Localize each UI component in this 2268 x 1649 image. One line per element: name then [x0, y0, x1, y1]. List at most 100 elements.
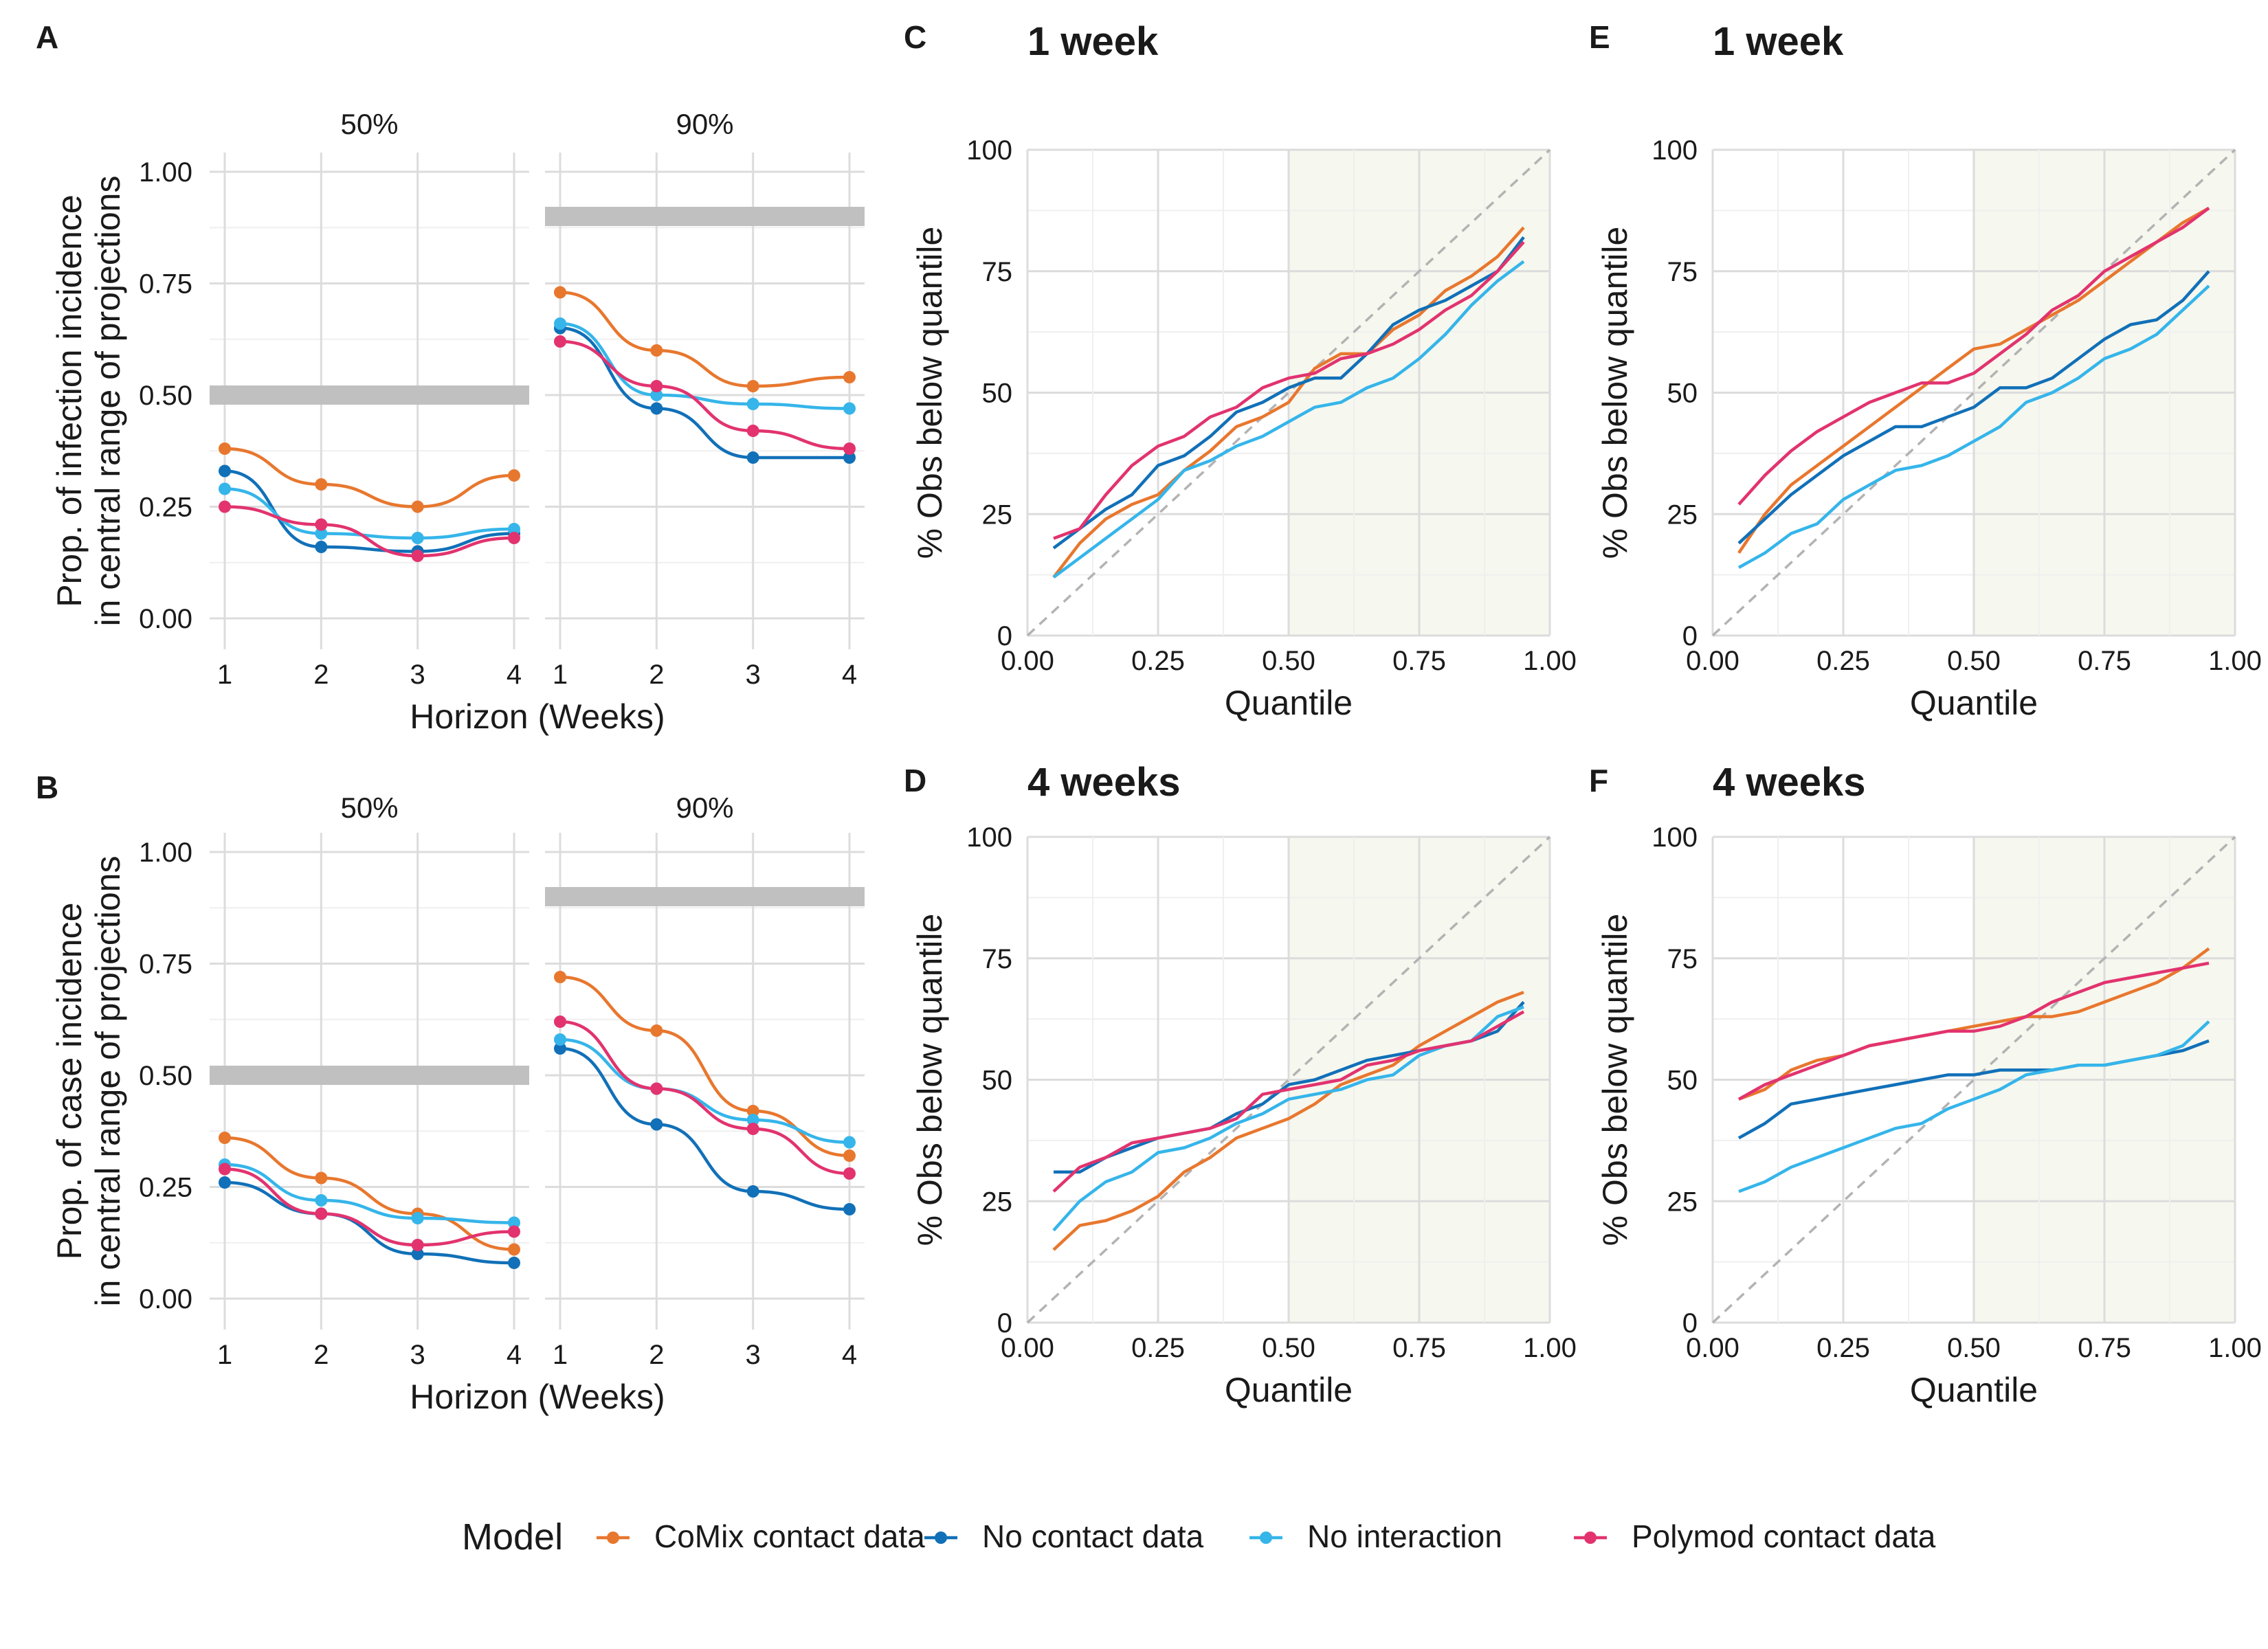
x-axis-title: Horizon (Weeks) — [410, 697, 665, 736]
target-line — [210, 385, 529, 405]
x-axis-title: Quantile — [1910, 1371, 2038, 1409]
x-tick-label: 0.25 — [1816, 646, 1870, 676]
y-tick-label: 100 — [966, 822, 1012, 853]
point-no-interaction — [650, 389, 663, 401]
point-comix-contact-data — [508, 1243, 520, 1256]
x-tick-label: 4 — [507, 660, 522, 690]
legend-key-point — [607, 1532, 619, 1544]
point-no-interaction — [746, 1114, 759, 1126]
point-polymod-contact-data — [650, 1082, 663, 1095]
y-axis-title: % Obs below quantile — [1596, 227, 1634, 559]
point-no-contact-data — [554, 1042, 566, 1055]
y-tick-label: 0.50 — [139, 1061, 192, 1091]
point-comix-contact-data — [508, 469, 520, 482]
x-tick-label: 1.00 — [1523, 646, 1577, 676]
series-line-polymod-contact-data — [224, 505, 515, 558]
legend-item-polymod-contact-data: Polymod contact data — [1574, 1518, 1936, 1554]
x-tick-label: 3 — [746, 1340, 761, 1370]
x-tick-label: 3 — [410, 1340, 425, 1370]
panel-label: F — [1589, 763, 1608, 798]
point-polymod-contact-data — [746, 425, 759, 437]
point-comix-contact-data — [650, 344, 663, 357]
target-line — [545, 887, 865, 906]
x-tick-label: 0.00 — [1686, 1333, 1739, 1363]
point-comix-contact-data — [219, 1132, 231, 1144]
x-tick-label: 1 — [553, 660, 568, 690]
x-axis-title: Horizon (Weeks) — [410, 1378, 665, 1416]
series-line-polymod-contact-data — [1737, 206, 2210, 506]
y-axis-title-line: Prop. of infection incidence — [50, 194, 89, 607]
point-comix-contact-data — [843, 1149, 856, 1162]
y-tick-label: 0.00 — [139, 1284, 192, 1314]
x-tick-label: 0.50 — [1947, 1333, 2001, 1363]
series-line-comix-contact-data — [1737, 206, 2210, 554]
point-polymod-contact-data — [843, 442, 856, 455]
facet-50: 50% 1 2 3 4 — [210, 108, 529, 690]
y-tick-label: 50 — [1667, 379, 1698, 409]
point-no-contact-data — [843, 1203, 856, 1215]
series-line-no-interaction — [559, 322, 850, 410]
series-line-no-interaction — [1052, 260, 1525, 579]
series-line-polymod-contact-data — [559, 339, 850, 451]
point-no-interaction — [508, 523, 520, 535]
target-line — [545, 207, 865, 226]
point-comix-contact-data — [746, 1105, 759, 1117]
legend-item-comix-contact-data: CoMix contact data — [597, 1518, 925, 1554]
y-axis-title-line: Prop. of case incidence — [50, 903, 89, 1260]
target-line — [210, 1066, 529, 1085]
series-line-no-interaction — [1738, 1020, 2210, 1193]
point-no-interaction — [843, 402, 856, 415]
x-tick-label: 4 — [842, 660, 857, 690]
series-line-no-contact-data — [559, 326, 849, 460]
x-tick-label: 0.50 — [1262, 1333, 1315, 1363]
series-line-no-interaction — [559, 1037, 850, 1144]
panel-label: C — [904, 19, 926, 55]
y-tick-label: 1.00 — [139, 157, 192, 188]
x-axis-title: Quantile — [1910, 684, 2038, 722]
series-line-polymod-contact-data — [559, 1020, 850, 1176]
point-no-interaction — [843, 1136, 856, 1149]
point-polymod-contact-data — [554, 335, 566, 348]
point-no-interaction — [508, 1216, 520, 1229]
x-tick-label: 0.50 — [1947, 646, 2001, 676]
series-line-comix-contact-data — [1738, 947, 2210, 1101]
point-no-contact-data — [219, 1176, 231, 1189]
point-comix-contact-data — [554, 971, 566, 983]
legend-label: Polymod contact data — [1632, 1518, 1936, 1554]
point-no-contact-data — [746, 1185, 759, 1198]
x-tick-label: 0.25 — [1816, 1333, 1870, 1363]
legend-key-point — [935, 1532, 947, 1544]
legend-item-no-contact-data: No contact data — [924, 1518, 1204, 1554]
facet-strip-label: 90% — [676, 792, 733, 824]
legend-label: No contact data — [982, 1518, 1204, 1554]
point-polymod-contact-data — [315, 1207, 328, 1220]
y-tick-label: 50 — [982, 1066, 1013, 1096]
series-line-no-interaction — [224, 1163, 515, 1224]
legend-label: No interaction — [1307, 1518, 1502, 1554]
legend: Model CoMix contact data No contact data No… — [462, 1516, 1936, 1558]
y-tick-label: 100 — [1652, 135, 1698, 166]
x-tick-label: 0.75 — [1392, 646, 1446, 676]
legend-key-point — [1260, 1532, 1272, 1544]
point-no-contact-data — [219, 464, 231, 478]
point-polymod-contact-data — [219, 1163, 231, 1176]
point-comix-contact-data — [843, 371, 856, 383]
y-tick-label: 100 — [966, 135, 1012, 166]
x-tick-label: 0.75 — [2078, 1333, 2131, 1363]
series-line-comix-contact-data — [1052, 991, 1524, 1251]
x-axis-title: Quantile — [1225, 684, 1353, 722]
point-polymod-contact-data — [508, 532, 520, 544]
x-tick-label: 4 — [842, 1340, 857, 1370]
x-tick-label: 1.00 — [2208, 646, 2262, 676]
y-tick-label: 0.75 — [139, 269, 192, 300]
legend-key-point — [1584, 1532, 1597, 1544]
point-comix-contact-data — [315, 1171, 328, 1185]
y-tick-label: 25 — [982, 500, 1013, 530]
x-tick-label: 2 — [313, 660, 329, 690]
panel-title: 4 weeks — [1713, 760, 1866, 805]
x-tick-label: 1.00 — [1523, 1333, 1577, 1363]
y-tick-label: 75 — [1667, 257, 1698, 287]
y-tick-label: 25 — [1667, 1187, 1698, 1217]
panel-label: E — [1589, 19, 1610, 55]
point-comix-contact-data — [650, 1024, 663, 1037]
